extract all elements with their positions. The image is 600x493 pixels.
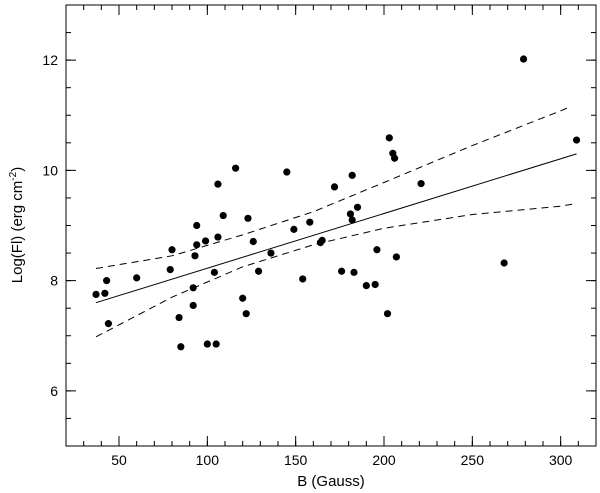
y-tick-label: 8 — [50, 273, 58, 289]
x-axis-label: B (Gauss) — [297, 473, 365, 490]
data-point — [373, 246, 381, 254]
fit-lines — [95, 106, 577, 338]
x-tick-label: 50 — [111, 452, 127, 468]
x-tick-labels: 50 100 150 200 250 300 — [111, 452, 572, 468]
y-tick-labels: 6 8 10 12 — [42, 52, 58, 399]
data-point — [166, 266, 174, 274]
data-point — [203, 340, 211, 348]
x-tick-label: 200 — [372, 452, 396, 468]
data-point — [133, 274, 141, 282]
x-tick-label: 250 — [461, 452, 485, 468]
data-point — [254, 267, 263, 275]
data-point — [348, 171, 356, 179]
data-point — [306, 218, 314, 226]
data-point — [193, 241, 201, 249]
data-point — [210, 268, 218, 276]
data-point — [353, 203, 362, 211]
data-point — [330, 183, 339, 191]
data-point — [244, 214, 252, 222]
data-point — [189, 301, 197, 310]
data-points — [92, 55, 581, 351]
data-point — [519, 55, 528, 63]
y-axis-label-main: Log(Fl) (erg cm — [9, 181, 26, 284]
data-point — [417, 180, 425, 188]
data-point — [249, 237, 257, 246]
y-axis-label-superscript: -2 — [8, 171, 19, 180]
confidence-upper-line — [95, 106, 570, 269]
data-point — [175, 313, 183, 322]
data-point — [391, 154, 399, 162]
y-axis-label: Log(Fl) (erg cm-2) — [8, 167, 26, 283]
minor-ticks — [65, 4, 597, 447]
data-point — [267, 249, 275, 257]
data-point — [212, 340, 220, 348]
data-point — [350, 268, 358, 276]
data-point — [318, 236, 326, 244]
data-point — [191, 252, 199, 260]
data-point — [572, 136, 581, 144]
data-point — [168, 246, 176, 254]
data-point — [371, 280, 379, 289]
data-point — [177, 343, 185, 351]
data-point — [219, 211, 227, 220]
data-point — [92, 290, 100, 299]
data-point — [283, 168, 291, 176]
data-point — [338, 267, 346, 275]
x-tick-label: 150 — [284, 452, 308, 468]
data-point — [348, 216, 356, 224]
data-point — [500, 259, 508, 267]
major-ticks — [66, 5, 596, 446]
data-point — [242, 310, 250, 318]
y-tick-label: 6 — [50, 383, 58, 399]
data-point — [189, 284, 197, 292]
data-point — [101, 289, 109, 297]
data-point — [362, 281, 370, 290]
y-tick-label: 12 — [42, 52, 58, 68]
data-point — [214, 180, 222, 188]
confidence-lower-line — [95, 202, 577, 338]
data-point — [201, 237, 210, 245]
y-tick-label: 10 — [42, 162, 58, 178]
plot-frame — [65, 4, 597, 447]
data-point — [290, 225, 298, 233]
x-tick-label: 100 — [196, 452, 220, 468]
y-axis-label-tail: ) — [9, 167, 26, 172]
data-point — [193, 221, 201, 230]
data-point — [239, 294, 247, 302]
data-point — [214, 233, 222, 241]
data-point — [299, 275, 307, 283]
x-tick-label: 300 — [549, 452, 573, 468]
data-point — [392, 253, 400, 261]
data-point — [232, 164, 240, 172]
fit-line — [95, 153, 577, 304]
data-point — [383, 310, 392, 318]
data-point — [104, 320, 112, 328]
data-point — [385, 134, 393, 142]
data-point — [103, 277, 111, 285]
data-point — [346, 210, 355, 218]
